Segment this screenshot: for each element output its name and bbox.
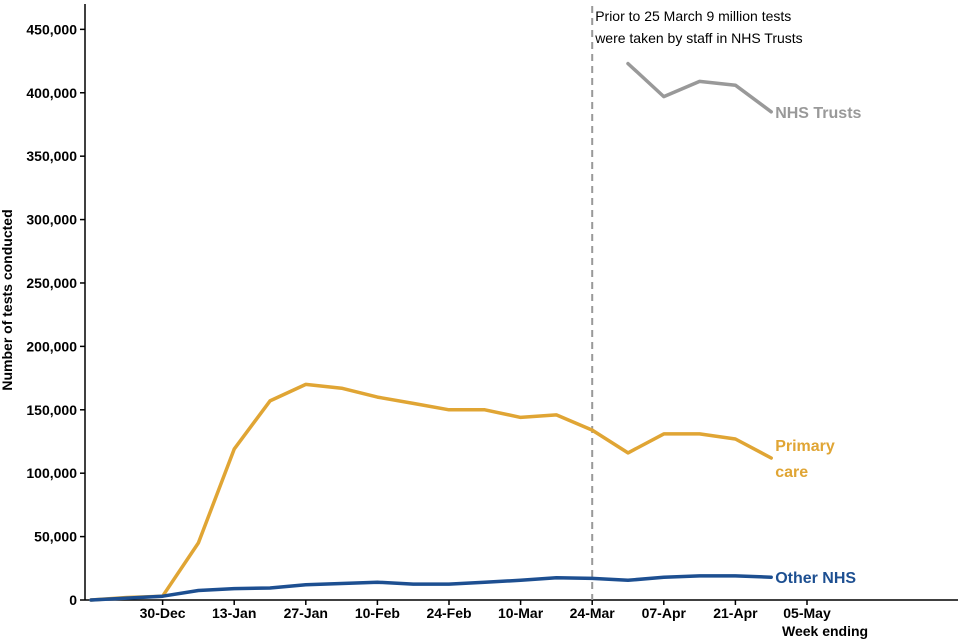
- y-tick-label: 150,000: [26, 402, 77, 418]
- y-tick-label: 400,000: [26, 85, 77, 101]
- y-tick-label: 300,000: [26, 212, 77, 228]
- other-nhs-label: Other NHS: [775, 570, 856, 587]
- y-tick-label: 450,000: [26, 21, 77, 37]
- series: [89, 61, 773, 602]
- y-tick-label: 250,000: [26, 275, 77, 291]
- other-nhs-line: [89, 574, 773, 602]
- y-tick-label: 350,000: [26, 148, 77, 164]
- x-tick-label: 24-Mar: [570, 605, 616, 621]
- axes: [84, 4, 958, 601]
- x-tick-label: 21-Apr: [713, 605, 758, 621]
- x-tick-label: 10-Feb: [355, 605, 400, 621]
- annotation: Prior to 25 March 9 million tests were ta…: [591, 6, 803, 600]
- annotation-text: Prior to 25 March 9 million tests: [595, 8, 791, 24]
- x-tick-label: 30-Dec: [140, 605, 186, 621]
- y-tick-label: 200,000: [26, 338, 77, 354]
- y-tick-label: 50,000: [34, 529, 77, 545]
- y-axis-title: Number of tests conducted: [0, 209, 15, 390]
- series-labels: NHS Trusts Primary care Other NHS: [775, 105, 861, 587]
- x-ticks: 30-Dec 13-Jan 27-Jan 10-Feb 24-Feb 10-Mar 24-M…: [140, 600, 831, 621]
- nhs-trusts-line: [626, 61, 773, 114]
- primary-care-label: Primary: [775, 438, 835, 455]
- annotation-text: were taken by staff in NHS Trusts: [594, 30, 803, 46]
- nhs-trusts-label: NHS Trusts: [775, 105, 861, 122]
- y-tick-label: 100,000: [26, 465, 77, 481]
- x-tick-label: 13-Jan: [212, 605, 256, 621]
- y-ticks: 0 50,000 100,000 150,000 200,000 250,000 300,0…: [26, 21, 85, 608]
- primary-care-label: care: [775, 464, 808, 481]
- x-tick-label: 05-May: [783, 605, 831, 621]
- x-axis-title: Week ending: [782, 623, 868, 639]
- x-tick-label: 27-Jan: [284, 605, 328, 621]
- x-tick-label: 07-Apr: [642, 605, 687, 621]
- y-tick-label: 0: [69, 592, 77, 608]
- primary-care-line: [89, 382, 773, 602]
- x-tick-label: 24-Feb: [426, 605, 471, 621]
- x-tick-label: 10-Mar: [498, 605, 544, 621]
